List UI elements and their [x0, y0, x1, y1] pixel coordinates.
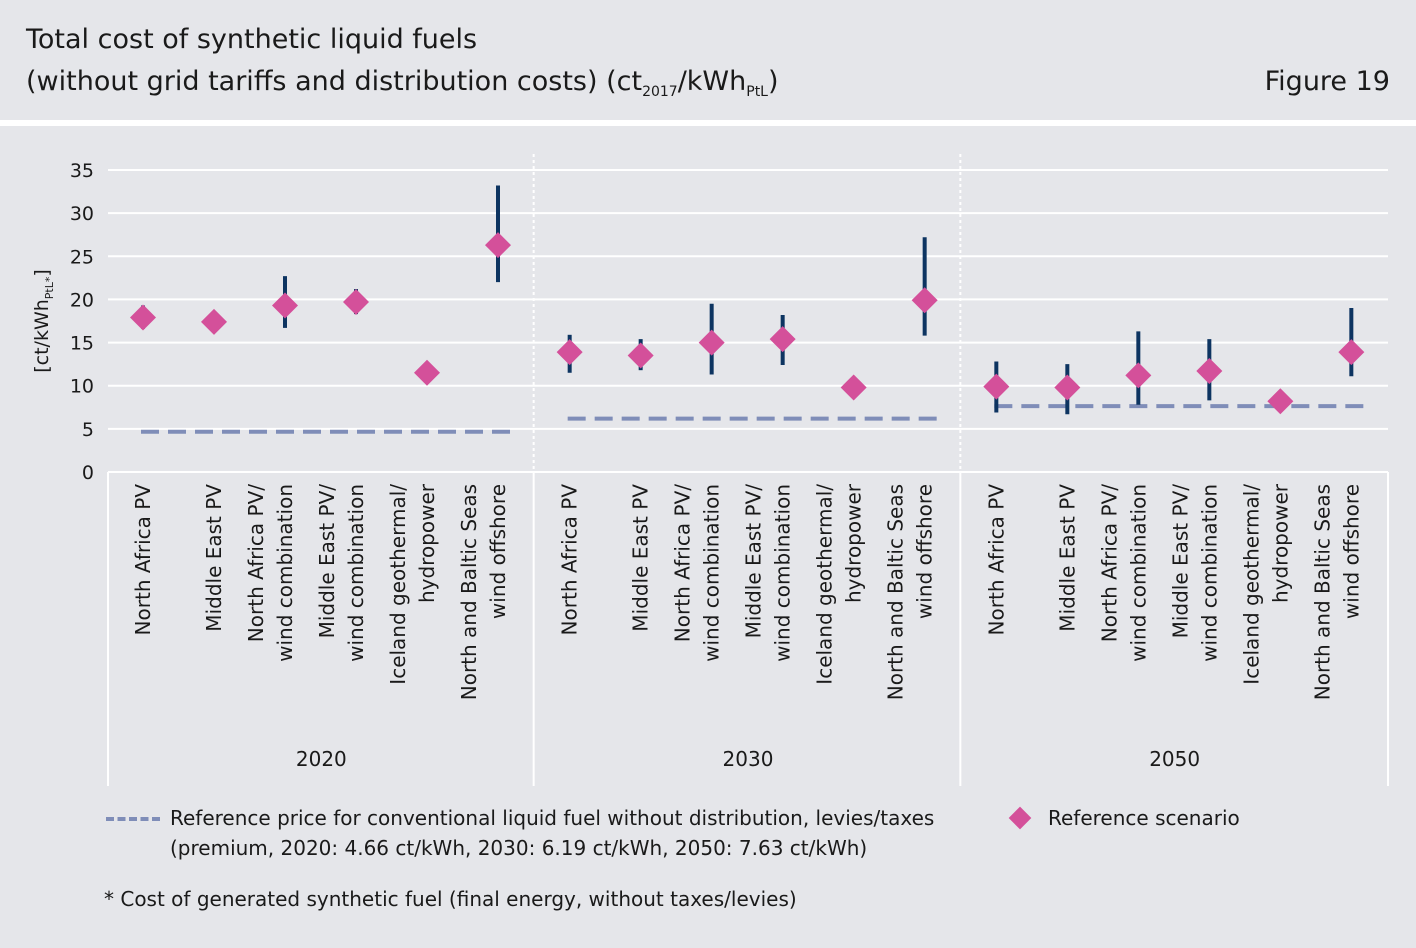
y-axis-label: [ct/kWhPtL*]	[31, 269, 56, 373]
data-point-diamond	[1267, 388, 1294, 415]
chart-title-line2: (without grid tariffs and distribution c…	[26, 66, 779, 100]
y-tick-label: 0	[82, 462, 94, 484]
title-unit: /kWh	[677, 66, 747, 97]
y-tick-label: 10	[70, 376, 94, 398]
data-point-diamond	[414, 359, 440, 386]
x-category-label: wind combination	[700, 484, 724, 662]
x-category-label: North Africa PV/	[671, 484, 695, 642]
data-point-diamond	[840, 374, 867, 401]
data-point-diamond	[1125, 362, 1152, 389]
group-year-label: 2030	[723, 747, 774, 771]
data-point-diamond	[130, 304, 156, 331]
title-text: (without grid tariffs and distribution c…	[26, 66, 643, 97]
x-category-label: hydropower	[415, 483, 439, 603]
data-point-diamond	[1338, 339, 1365, 366]
y-tick-label: 25	[70, 246, 94, 268]
x-category-label: Iceland geothermal/	[813, 484, 837, 685]
x-category-label: wind offshore	[1339, 484, 1363, 619]
title-subscript-ptl: PtL	[746, 84, 768, 100]
x-category-label: wind combination	[1197, 484, 1221, 662]
footnote: * Cost of generated synthetic fuel (fina…	[104, 887, 797, 911]
x-category-label: North and Baltic Seas	[457, 484, 481, 700]
x-category-label: North Africa PV	[131, 484, 155, 636]
x-category-label: hydropower	[842, 483, 866, 603]
chart-header: Total cost of synthetic liquid fuels (wi…	[0, 0, 1416, 122]
data-point-diamond	[556, 339, 583, 366]
data-point-diamond	[769, 326, 796, 353]
chart-plot: 0 5 10 15 20 25 30 35 [ct/kWhPtL*] North Africa P…	[31, 154, 1389, 786]
figure-label: Figure 19	[1264, 66, 1390, 97]
x-category-label: North Africa PV/	[1097, 484, 1121, 642]
x-category-label: North Africa PV/	[244, 484, 268, 642]
legend-diamond-icon	[1008, 806, 1032, 830]
chart-title-line1: Total cost of synthetic liquid fuels	[26, 24, 478, 55]
data-point-diamond	[343, 289, 369, 316]
x-category-label: Iceland geothermal/	[1239, 484, 1263, 685]
x-category-label: North Africa PV	[984, 484, 1008, 636]
group-year-label: 2050	[1149, 747, 1200, 771]
data-point-diamond	[272, 292, 298, 319]
x-category-label: wind combination	[273, 484, 297, 662]
legend-reference-price-line2: (premium, 2020: 4.66 ct/kWh, 2030: 6.19 …	[170, 836, 868, 860]
x-category-label: Iceland geothermal/	[386, 484, 410, 685]
x-category-label: wind combination	[1126, 484, 1150, 662]
y-tick-label: 30	[70, 203, 94, 225]
x-category-label: North and Baltic Seas	[884, 484, 908, 700]
data-point-diamond	[983, 373, 1010, 400]
y-tick-label: 5	[82, 419, 94, 441]
x-category-label: wind offshore	[486, 484, 510, 619]
group-year-label: 2020	[296, 747, 347, 771]
legend-reference-scenario: Reference scenario	[1048, 806, 1240, 830]
x-category-label: Middle East PV	[629, 484, 653, 632]
y-tick-label: 20	[70, 289, 94, 311]
data-point-diamond	[698, 329, 725, 356]
data-point-diamond	[485, 232, 511, 259]
x-category-label: North and Baltic Seas	[1310, 484, 1334, 700]
title-close-paren: )	[767, 66, 779, 97]
data-point-diamond	[1054, 374, 1081, 401]
data-point-diamond	[911, 287, 938, 314]
x-category-label: wind combination	[771, 484, 795, 662]
x-category-label: wind offshore	[913, 484, 937, 619]
x-category-label: North Africa PV	[558, 484, 582, 636]
legend-reference-price-line1: Reference price for conventional liquid …	[170, 806, 935, 830]
data-point-diamond	[627, 342, 654, 369]
data-point-diamond	[201, 308, 227, 335]
x-category-label: Middle East PV	[1055, 484, 1079, 632]
y-tick-label: 35	[70, 160, 94, 182]
x-category-label: Middle East PV/	[742, 484, 766, 639]
header-separator	[0, 120, 1416, 126]
x-category-label: Middle East PV	[202, 484, 226, 632]
title-subscript-year: 2017	[642, 84, 678, 100]
x-category-label: Middle East PV/	[315, 484, 339, 639]
x-category-label: wind combination	[344, 484, 368, 662]
x-category-label: Middle East PV/	[1168, 484, 1192, 639]
data-point-diamond	[1196, 358, 1223, 385]
x-category-label: hydropower	[1268, 483, 1292, 603]
legend-dashed-line-icon	[106, 817, 160, 821]
y-tick-label: 15	[70, 333, 94, 355]
